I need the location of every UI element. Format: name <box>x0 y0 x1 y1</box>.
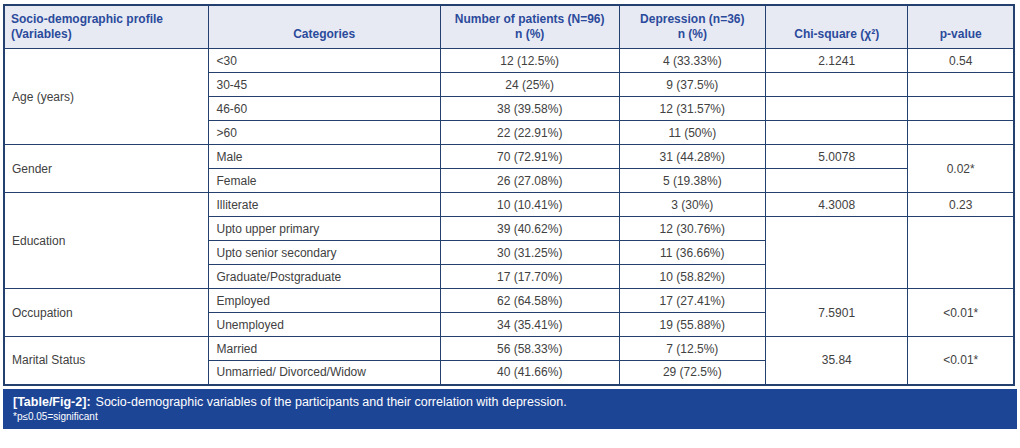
depression-cell: 5 (19.38%) <box>619 169 765 193</box>
table-row: OccupationEmployed62 (64.58%)17 (27.41%)… <box>4 289 1014 313</box>
patients-cell: 38 (39.58%) <box>440 97 619 121</box>
patients-cell: 40 (41.66%) <box>440 361 619 385</box>
patients-cell: 26 (27.08%) <box>440 169 619 193</box>
patients-cell: 24 (25%) <box>440 73 619 97</box>
patients-cell: 56 (58.33%) <box>440 337 619 361</box>
chi-square-cell: 7.5901 <box>766 289 908 337</box>
chi-square-cell: 2.1241 <box>766 49 908 73</box>
depression-cell: 4 (33.33%) <box>619 49 765 73</box>
col-header-categories: Categories <box>208 5 440 49</box>
table-row: Age (years)<3012 (12.5%)4 (33.33%)2.1241… <box>4 49 1014 73</box>
table-caption: [Table/Fig-2]: Socio-demographic variable… <box>13 394 1007 411</box>
chi-square-cell <box>766 169 908 193</box>
depression-cell: 19 (55.88%) <box>619 313 765 337</box>
patients-cell: 30 (31.25%) <box>440 241 619 265</box>
depression-cell: 11 (36.66%) <box>619 241 765 265</box>
p-value-cell: <0.01* <box>908 289 1014 337</box>
chi-square-cell: 35.84 <box>766 337 908 385</box>
category-cell: Female <box>208 169 440 193</box>
p-value-cell <box>908 97 1014 121</box>
col-header-depression: Depression (n=36) n (%) <box>619 5 765 49</box>
caption-footnote: *p≤0.05=significant <box>13 410 1007 423</box>
table-row: GenderMale70 (72.91%)31 (44.28%)5.00780.… <box>4 145 1014 169</box>
depression-cell: 12 (31.57%) <box>619 97 765 121</box>
category-cell: Illiterate <box>208 193 440 217</box>
page: Socio-demographic profile (Variables)Cat… <box>0 0 1020 429</box>
p-value-cell: 0.02* <box>908 145 1014 193</box>
patients-cell: 62 (64.58%) <box>440 289 619 313</box>
p-value-cell: 0.54 <box>908 49 1014 73</box>
category-cell: Unemployed <box>208 313 440 337</box>
col-header-variables: Socio-demographic profile (Variables) <box>4 5 208 49</box>
chi-square-cell: 4.3008 <box>766 193 908 217</box>
col-header-p-value: p-value <box>908 5 1014 49</box>
table-caption-bar: [Table/Fig-2]: Socio-demographic variable… <box>3 389 1017 430</box>
caption-tag: [Table/Fig-2]: <box>13 395 91 409</box>
depression-cell: 29 (72.5%) <box>619 361 765 385</box>
chi-square-cell <box>766 97 908 121</box>
category-cell: Married <box>208 337 440 361</box>
category-cell: Unmarried/ Divorced/Widow <box>208 361 440 385</box>
patients-cell: 17 (17.70%) <box>440 265 619 289</box>
category-cell: Upto upper primary <box>208 217 440 241</box>
p-value-cell <box>908 217 1014 289</box>
col-header-chi-square: Chi-square (χ²) <box>766 5 908 49</box>
chi-square-cell <box>766 73 908 97</box>
depression-cell: 12 (30.76%) <box>619 217 765 241</box>
header-row: Socio-demographic profile (Variables)Cat… <box>4 5 1014 49</box>
patients-cell: 34 (35.41%) <box>440 313 619 337</box>
p-value-cell: 0.23 <box>908 193 1014 217</box>
category-cell: Graduate/Postgraduate <box>208 265 440 289</box>
depression-cell: 9 (37.5%) <box>619 73 765 97</box>
patients-cell: 10 (10.41%) <box>440 193 619 217</box>
chi-square-cell: 5.0078 <box>766 145 908 169</box>
depression-cell: 7 (12.5%) <box>619 337 765 361</box>
p-value-cell: <0.01* <box>908 337 1014 385</box>
col-header-patients: Number of patients (N=96) n (%) <box>440 5 619 49</box>
p-value-cell <box>908 73 1014 97</box>
table-body: Age (years)<3012 (12.5%)4 (33.33%)2.1241… <box>4 49 1014 385</box>
category-cell: >60 <box>208 121 440 145</box>
depression-cell: 17 (27.41%) <box>619 289 765 313</box>
chi-square-cell <box>766 121 908 145</box>
depression-cell: 11 (50%) <box>619 121 765 145</box>
category-cell: Upto senior secondary <box>208 241 440 265</box>
category-cell: 46-60 <box>208 97 440 121</box>
depression-cell: 31 (44.28%) <box>619 145 765 169</box>
variable-cell: Gender <box>4 145 208 193</box>
category-cell: <30 <box>208 49 440 73</box>
variable-cell: Education <box>4 193 208 289</box>
table-row: Marital StatusMarried56 (58.33%)7 (12.5%… <box>4 337 1014 361</box>
variable-cell: Marital Status <box>4 337 208 385</box>
depression-cell: 10 (58.82%) <box>619 265 765 289</box>
caption-text: Socio-demographic variables of the parti… <box>96 395 567 409</box>
category-cell: Employed <box>208 289 440 313</box>
variable-cell: Occupation <box>4 289 208 337</box>
patients-cell: 22 (22.91%) <box>440 121 619 145</box>
table-row: EducationIlliterate10 (10.41%)3 (30%)4.3… <box>4 193 1014 217</box>
variable-cell: Age (years) <box>4 49 208 145</box>
socio-demographic-table: Socio-demographic profile (Variables)Cat… <box>3 4 1015 386</box>
category-cell: Male <box>208 145 440 169</box>
patients-cell: 39 (40.62%) <box>440 217 619 241</box>
chi-square-cell <box>766 217 908 289</box>
p-value-cell <box>908 121 1014 145</box>
depression-cell: 3 (30%) <box>619 193 765 217</box>
category-cell: 30-45 <box>208 73 440 97</box>
patients-cell: 12 (12.5%) <box>440 49 619 73</box>
patients-cell: 70 (72.91%) <box>440 145 619 169</box>
